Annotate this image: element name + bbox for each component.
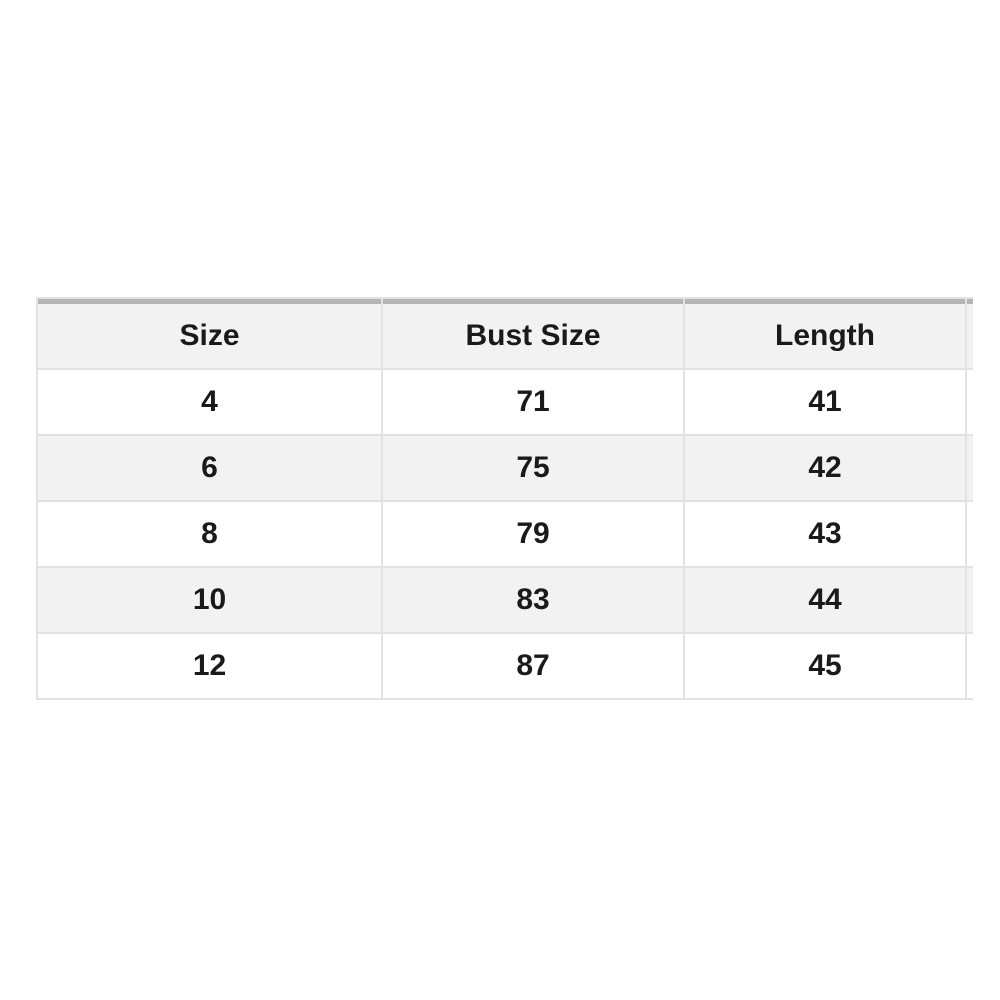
cell-size: 8 bbox=[38, 502, 381, 566]
cell-bust-size: 75 bbox=[383, 436, 683, 500]
cell-bust-size: 83 bbox=[383, 568, 683, 632]
table-row: 10 83 44 bbox=[38, 568, 973, 632]
table-row: 8 79 43 bbox=[38, 502, 973, 566]
cell-bust-size: 79 bbox=[383, 502, 683, 566]
table-row: 4 71 41 bbox=[38, 370, 973, 434]
cell-bust-size: 71 bbox=[383, 370, 683, 434]
cell-size: 4 bbox=[38, 370, 381, 434]
column-header-bust-size: Bust Size bbox=[383, 299, 683, 368]
header-row: Size Bust Size Length bbox=[38, 299, 973, 368]
column-header-clipped bbox=[967, 299, 973, 368]
cell-clipped bbox=[967, 436, 973, 500]
column-header-length: Length bbox=[685, 299, 965, 368]
cell-size: 10 bbox=[38, 568, 381, 632]
cell-clipped bbox=[967, 502, 973, 566]
cell-bust-size: 87 bbox=[383, 634, 683, 698]
size-chart-table: Size Bust Size Length 4 71 41 6 75 42 bbox=[36, 297, 973, 700]
cell-length: 41 bbox=[685, 370, 965, 434]
cell-clipped bbox=[967, 634, 973, 698]
cell-size: 12 bbox=[38, 634, 381, 698]
cell-length: 42 bbox=[685, 436, 965, 500]
cell-size: 6 bbox=[38, 436, 381, 500]
cell-clipped bbox=[967, 568, 973, 632]
cell-length: 44 bbox=[685, 568, 965, 632]
table-row: 6 75 42 bbox=[38, 436, 973, 500]
cell-clipped bbox=[967, 370, 973, 434]
column-header-size: Size bbox=[38, 299, 381, 368]
size-chart: Size Bust Size Length 4 71 41 6 75 42 bbox=[36, 297, 973, 700]
cell-length: 45 bbox=[685, 634, 965, 698]
table-row: 12 87 45 bbox=[38, 634, 973, 698]
cell-length: 43 bbox=[685, 502, 965, 566]
